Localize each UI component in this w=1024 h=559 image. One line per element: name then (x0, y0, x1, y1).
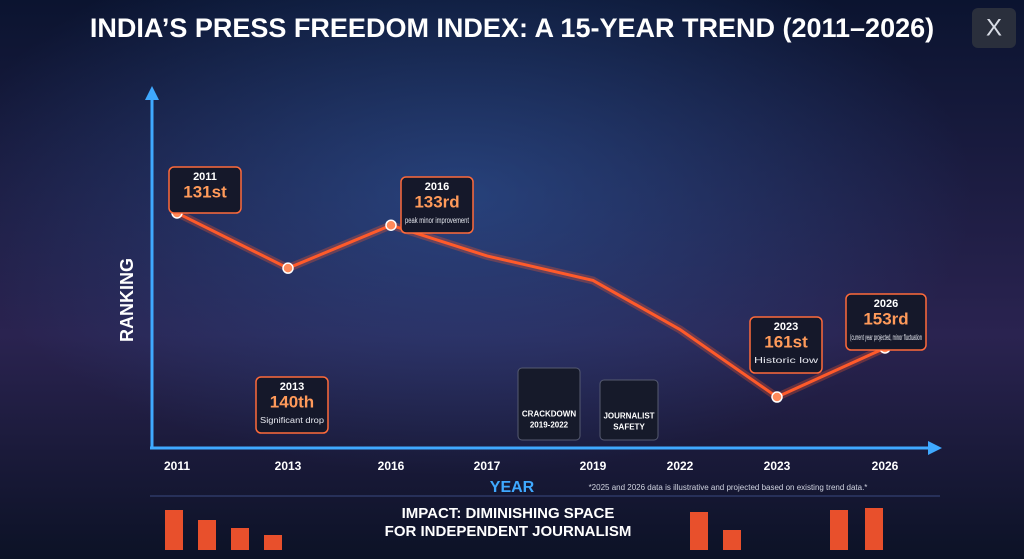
point (282, 262, 294, 274)
banner: IMPACT: DIMINISHING SPACE FOR INDEPENDENT… (385, 505, 632, 540)
point (385, 219, 397, 231)
decor (198, 520, 216, 550)
callout-box (168, 166, 242, 214)
x-tick-label: 2013 (275, 459, 302, 473)
annotation-box (599, 379, 659, 441)
annotation: CRACKDOWN 2019-2022 (522, 410, 576, 430)
value-label: 133rd (414, 192, 459, 211)
callout-note: (current year projected, minor fluctuati… (850, 333, 922, 342)
value-label: 153rd (863, 309, 908, 328)
y-arrow (145, 86, 159, 100)
callout-box (255, 376, 329, 434)
decor (830, 510, 848, 550)
callout-box (400, 176, 474, 234)
x-tick-label: 2016 (378, 459, 405, 473)
callout-year: 2026 (874, 298, 898, 310)
decor (723, 530, 741, 550)
decor (231, 528, 249, 550)
callout-box (845, 293, 927, 351)
x-tick-label: 2019 (580, 459, 607, 473)
decor (865, 508, 883, 550)
point (771, 391, 783, 403)
callout-note: Historic low (754, 356, 818, 365)
callout-note: peak minor improvement (405, 216, 470, 225)
x-tick-label: 2022 (667, 459, 694, 473)
x-axis-label: YEAR (490, 479, 535, 496)
chart-title: INDIA’S PRESS FREEDOM INDEX: A 15-YEAR T… (90, 13, 934, 43)
y-axis-label: RANKING (117, 258, 137, 342)
callout-year: 2013 (280, 381, 304, 393)
x-tick-label: 2026 (872, 459, 899, 473)
decor-bars (165, 508, 883, 550)
annotation-box (517, 367, 581, 441)
logo: X (986, 14, 1002, 41)
logo-box (972, 8, 1016, 48)
callout-note: Significant drop (260, 416, 325, 425)
callout-box (749, 316, 823, 374)
callout-year: 2023 (774, 321, 798, 333)
value-label: 140th (270, 392, 314, 411)
callout-year: 2011 (193, 171, 217, 183)
line (176, 211, 886, 399)
x-arrow (928, 441, 942, 455)
decor (690, 512, 708, 550)
x-tick-label: 2011 (164, 459, 190, 473)
callout-year: 2016 (425, 181, 449, 193)
footnote: *2025 and 2026 data is illustrative and … (589, 483, 868, 492)
x-tick-label: 2017 (474, 459, 501, 473)
decor (165, 510, 183, 550)
annotation: JOURNALIST SAFETY (603, 412, 654, 432)
value-label: 161st (764, 332, 808, 351)
x-tick-label: 2023 (764, 459, 791, 473)
decor (264, 535, 282, 550)
value-label: 131st (183, 182, 227, 201)
